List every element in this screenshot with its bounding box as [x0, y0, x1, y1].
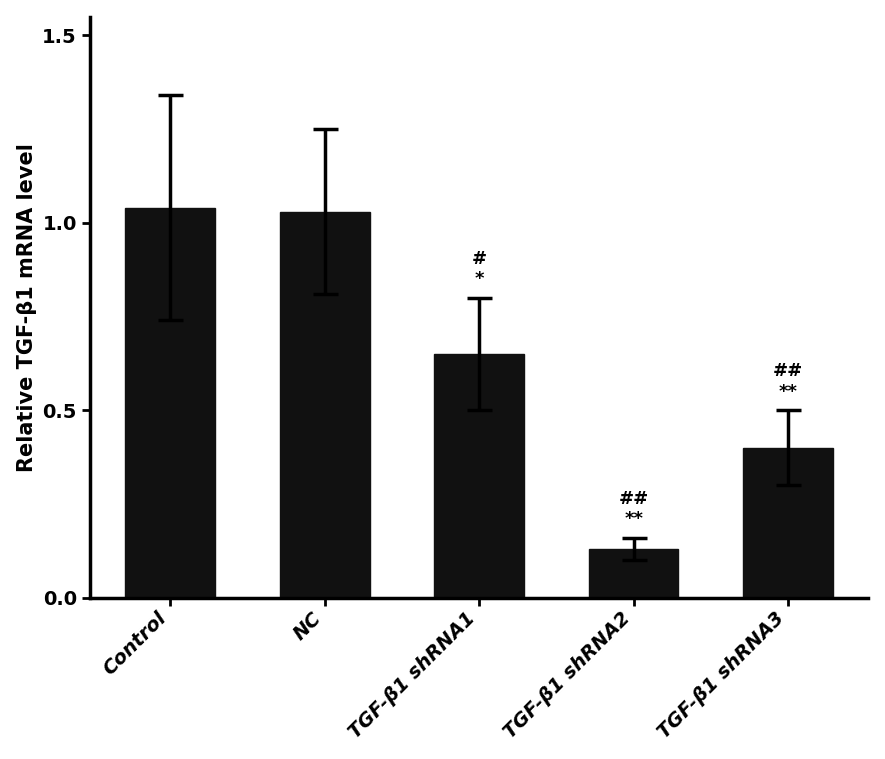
Text: ##: ## [773, 362, 804, 380]
Y-axis label: Relative TGF-β1 mRNA level: Relative TGF-β1 mRNA level [17, 143, 36, 471]
Text: **: ** [779, 383, 797, 401]
Bar [126, 208, 215, 598]
Bar [589, 549, 679, 598]
Text: **: ** [624, 510, 643, 528]
Bar [435, 354, 524, 598]
Bar [280, 212, 370, 598]
Text: #: # [472, 250, 487, 268]
Text: *: * [474, 270, 484, 288]
Text: ##: ## [619, 490, 649, 508]
Bar [743, 448, 833, 598]
